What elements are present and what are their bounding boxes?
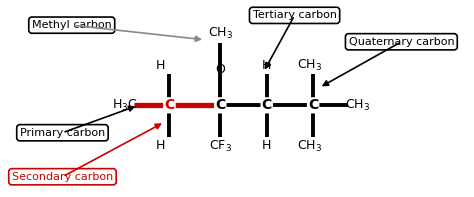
Text: H: H [262,59,272,72]
Text: Methyl carbon: Methyl carbon [32,20,111,30]
Text: O: O [215,63,225,76]
Text: C: C [308,98,318,112]
Text: CF$_3$: CF$_3$ [209,138,232,154]
Text: CH$_3$: CH$_3$ [297,58,322,73]
Text: Secondary carbon: Secondary carbon [12,172,113,182]
Text: Quaternary carbon: Quaternary carbon [348,37,454,47]
Text: C: C [164,98,174,112]
Text: Primary carbon: Primary carbon [20,128,105,138]
Text: H$_3$C: H$_3$C [112,98,138,113]
Text: C: C [215,98,226,112]
Text: CH$_3$: CH$_3$ [208,26,233,42]
Text: H: H [156,59,165,72]
Text: CH$_3$: CH$_3$ [345,98,370,113]
Text: H: H [262,139,272,152]
Text: Tertiary carbon: Tertiary carbon [253,10,337,20]
Text: CH$_3$: CH$_3$ [297,138,322,154]
Text: H: H [156,139,165,152]
Text: C: C [262,98,272,112]
